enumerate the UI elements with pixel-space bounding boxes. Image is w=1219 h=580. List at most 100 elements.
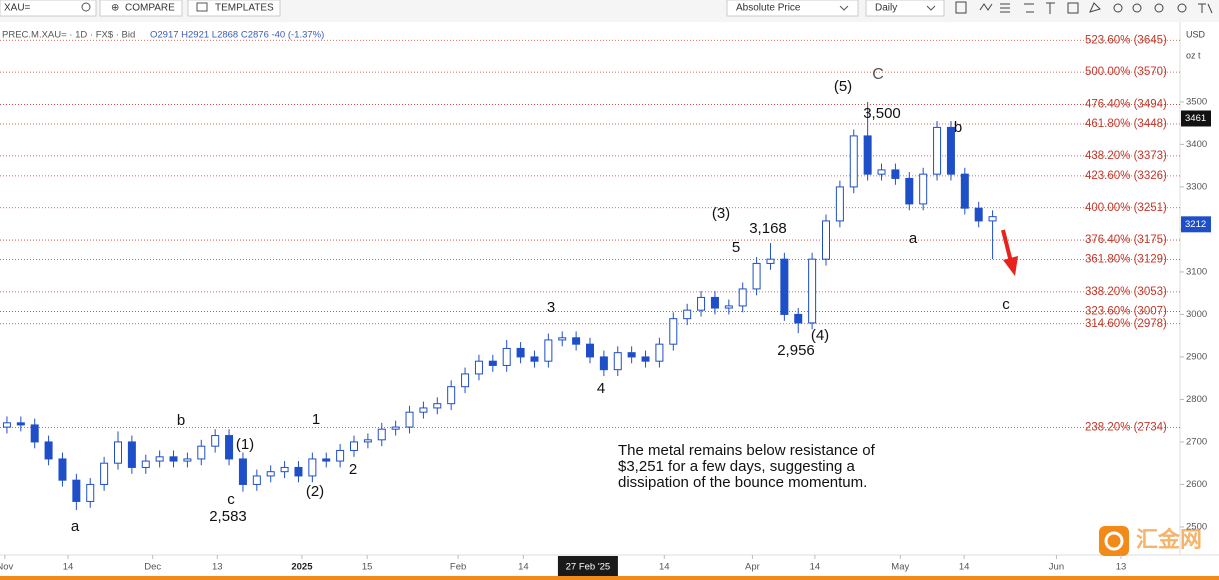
- candle-body: [169, 456, 178, 462]
- candle-body: [863, 135, 872, 175]
- wave-label: 3,168: [749, 220, 787, 237]
- candle-body: [849, 135, 858, 188]
- candle-body: [322, 458, 331, 462]
- candle-body: [405, 411, 414, 428]
- candle-body: [697, 296, 706, 311]
- candle-body: [627, 352, 636, 358]
- fib-label: 438.20% (3373): [1085, 150, 1167, 162]
- y-tick-label: 3400: [1186, 139, 1207, 150]
- candle-body: [266, 471, 275, 477]
- dropdown-arrow: [926, 5, 936, 11]
- arrow-shaft: [1001, 229, 1013, 263]
- candle-body: [738, 288, 747, 307]
- compare-label: COMPARE: [125, 3, 175, 14]
- unit[interactable]: oz t: [1186, 50, 1201, 60]
- candle-body: [683, 309, 692, 320]
- y-tick-label: 3100: [1186, 266, 1207, 277]
- x-tick-label: 2025: [291, 562, 313, 573]
- price-mode-select[interactable]: [726, 0, 859, 17]
- wave-label: (4): [811, 327, 829, 344]
- x-tick-label: 15: [362, 562, 373, 573]
- price-tag-label: 3212: [1185, 219, 1206, 230]
- candle-body: [461, 373, 470, 388]
- instrument: PREC.M.XAU= · 1D · FX$ · Bid: [2, 30, 135, 41]
- candle-body: [974, 207, 983, 222]
- templates-button[interactable]: [187, 0, 281, 17]
- fib-label: 476.40% (3494): [1085, 98, 1167, 110]
- candle-body: [127, 441, 136, 468]
- crosshair-box: [557, 556, 618, 576]
- candle-body: [86, 483, 95, 502]
- candle-body: [197, 445, 206, 460]
- x-tick-label: 14: [518, 562, 529, 573]
- candle-body: [599, 356, 608, 371]
- candle-body: [794, 313, 803, 324]
- candle-body: [100, 462, 109, 485]
- x-tick-label: 14: [63, 562, 74, 573]
- dropdown-arrow: [839, 5, 849, 11]
- wave-label: 4: [597, 380, 605, 397]
- currency[interactable]: USD: [1186, 29, 1206, 39]
- y-tick-label: 2900: [1186, 351, 1207, 362]
- candle-body: [946, 126, 955, 175]
- fib-label: 314.60% (2978): [1085, 318, 1167, 330]
- x-tick-label: Apr: [745, 562, 760, 573]
- note-line: $3,251 for a few days, suggesting a: [618, 458, 855, 475]
- wave-label: 1: [312, 411, 320, 428]
- candle-body: [350, 441, 358, 451]
- candle-body: [710, 296, 719, 309]
- fib-label: 461.80% (3448): [1085, 118, 1167, 130]
- candle-body: [724, 305, 733, 309]
- candle-body: [835, 186, 844, 222]
- candle-body: [766, 258, 775, 264]
- fib-label: 400.00% (3251): [1085, 202, 1167, 214]
- fib-label: 500.00% (3570): [1085, 66, 1167, 78]
- candle-body: [16, 422, 25, 426]
- y-tick-label: 2800: [1186, 394, 1207, 405]
- candle-body: [669, 318, 678, 345]
- fib-label: 323.60% (3007): [1085, 305, 1167, 317]
- fib-label: 361.80% (3129): [1085, 254, 1167, 266]
- candle-body: [502, 347, 511, 366]
- price-mode: Absolute Price: [736, 3, 801, 14]
- candle-body: [155, 456, 164, 462]
- tool-icons[interactable]: [955, 1, 1213, 14]
- interval-select[interactable]: [865, 0, 945, 17]
- candle-body: [183, 458, 192, 462]
- candle-body: [877, 169, 886, 175]
- wave-label: 2: [349, 461, 357, 478]
- x-tick-label: Feb: [450, 562, 466, 573]
- candle-body: [613, 352, 622, 371]
- candle-body: [2, 422, 11, 428]
- candle-body: [530, 356, 539, 362]
- candle-body: [933, 126, 942, 175]
- fib-label: 238.20% (2734): [1085, 422, 1167, 434]
- compare-button[interactable]: [99, 0, 183, 17]
- candle-body: [905, 177, 914, 205]
- search-box[interactable]: [0, 0, 97, 17]
- candle-body: [363, 439, 372, 443]
- candle-body: [391, 426, 400, 430]
- fib-label: 338.20% (3053): [1085, 286, 1167, 298]
- x-tick-label: Jun: [1049, 562, 1064, 573]
- wave-label: (1): [236, 436, 254, 453]
- candle-body: [30, 424, 39, 443]
- folder-icon: [196, 2, 208, 12]
- arrow-head: [1003, 256, 1018, 276]
- x-tick-label: May: [891, 562, 909, 573]
- wave-label: a: [71, 518, 80, 535]
- x-tick-label: 14: [959, 562, 970, 573]
- candle-body: [544, 339, 553, 362]
- wave-label: a: [909, 230, 918, 247]
- wave-label: 2,956: [777, 342, 815, 359]
- wave-label: b: [954, 119, 962, 136]
- price-tag: [1181, 216, 1211, 233]
- candle-body: [211, 435, 220, 447]
- search-icon: [81, 2, 91, 12]
- ohlc-readout: O2917 H2921 L2868 C2876 -40 (-1.37%): [150, 30, 324, 41]
- crosshair-label: 27 Feb '25: [566, 562, 611, 573]
- y-tick-label: 2700: [1186, 436, 1207, 447]
- wave-label: C: [872, 66, 884, 83]
- candle-body: [447, 386, 456, 405]
